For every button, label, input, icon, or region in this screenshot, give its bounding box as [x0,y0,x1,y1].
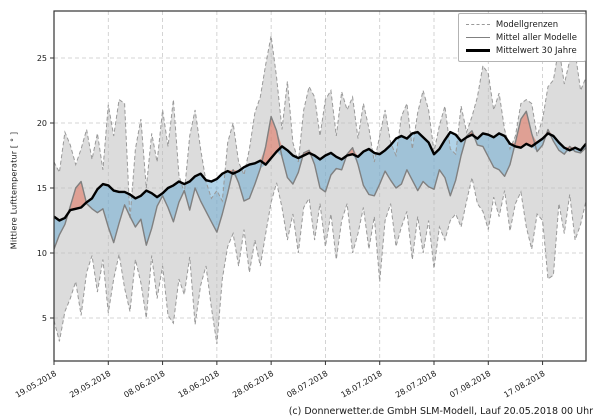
climate-mean-line [54,130,586,222]
x-tick-label: 19.05.2018 [14,369,58,400]
plot-area [54,11,586,361]
y-tick-label: 25 [37,54,47,63]
x-tick-label: 28.06.2018 [231,369,275,400]
legend-item-climate-mean: Mittelwert 30 Jahre [465,44,577,57]
solid-line-swatch [465,37,490,38]
dashed-line-swatch [465,24,490,25]
chart-legend: Modellgrenzen Mittel aller Modelle Mitte… [457,13,586,62]
x-tick-label: 08.06.2018 [122,369,166,400]
plot-frame [53,10,587,362]
model-upper-bound-line [54,35,586,220]
legend-label: Modellgrenzen [495,19,559,30]
model-lower-bound-line [54,177,586,345]
y-axis-title: Mittlere Lufttemperatur [ ° ] [9,131,19,250]
x-tick-label: 07.08.2018 [448,369,492,400]
x-tick-label: 29.05.2018 [68,369,112,400]
x-tick-label: 17.08.2018 [502,369,546,400]
below-normal-band [54,132,586,250]
legend-label: Mittelwert 30 Jahre [495,45,577,56]
y-tick-label: 15 [37,184,47,193]
x-tick-label: 18.07.2018 [340,369,384,400]
x-tick-label: 18.06.2018 [177,369,221,400]
x-tick-label: 28.07.2018 [394,369,438,400]
legend-label: Mittel aller Modelle [495,32,577,43]
thick-line-swatch [465,49,490,52]
legend-item-model-mean: Mittel aller Modelle [465,31,577,44]
model-mean-line [54,110,586,250]
model-range-band [54,35,586,345]
copyright-model-run-info: (c) Donnerwetter.de GmbH SLM-Modell, Lau… [288,406,593,417]
y-tick-label: 20 [37,119,47,128]
y-tick-label: 10 [37,249,47,258]
y-tick-label: 5 [42,314,47,323]
x-tick-label: 08.07.2018 [285,369,329,400]
legend-item-model-bounds: Modellgrenzen [465,18,577,31]
